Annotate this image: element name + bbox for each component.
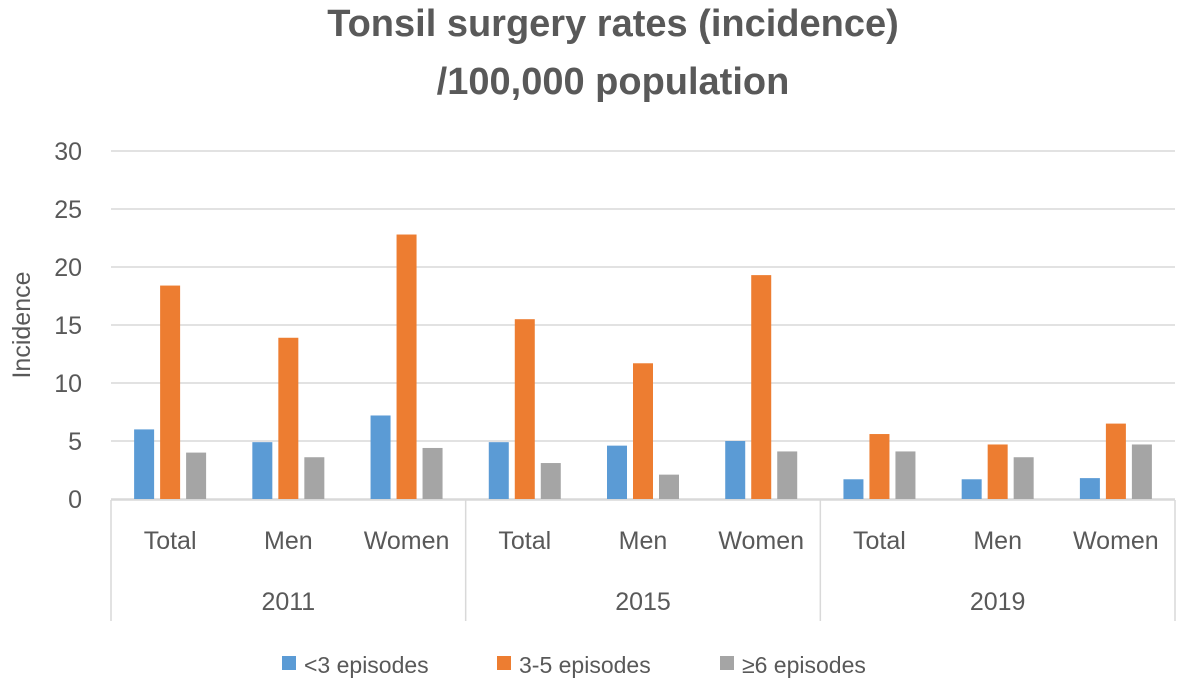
category-label: Total (853, 527, 906, 555)
bar-2-7 (869, 434, 890, 499)
y-tick-label: 5 (68, 428, 82, 456)
bar-2-2 (278, 337, 299, 499)
bar-2-5 (633, 363, 653, 499)
bar-3-2 (304, 457, 325, 499)
chart-title-line-1: Tonsil surgery rates (incidence) (327, 3, 899, 45)
group-label: 2019 (970, 588, 1026, 616)
category-label: Total (144, 527, 197, 555)
legend: <3 episodes 3-5 episodes ≥6 episodes (282, 652, 866, 678)
bar-3-4 (540, 463, 561, 499)
bar-1-7 (843, 479, 864, 499)
legend-label-3: ≥6 episodes (742, 652, 866, 678)
bar-2-1 (160, 285, 181, 499)
y-tick-label: 0 (68, 486, 82, 514)
legend-label-1: <3 episodes (304, 652, 429, 678)
category-label: Men (619, 527, 668, 555)
bar-1-1 (134, 429, 155, 499)
bar-2-3 (396, 234, 417, 499)
legend-swatch-2 (497, 656, 511, 670)
bar-2-4 (514, 319, 535, 499)
bar-1-3 (370, 415, 391, 499)
bars (134, 234, 1152, 499)
category-label: Total (498, 527, 551, 555)
group-label: 2011 (261, 588, 315, 616)
bar-2-6 (751, 275, 772, 499)
bar-3-8 (1013, 457, 1034, 499)
group-label: 2015 (615, 588, 671, 616)
category-label: Men (973, 527, 1022, 555)
y-tick-labels: 0 5 10 15 20 25 30 (54, 138, 82, 514)
bar-1-2 (252, 442, 273, 499)
category-axis: Total Men Women Total Men Women Total Men Women 2… (110, 499, 1176, 621)
bar-3-6 (777, 451, 798, 499)
y-axis-label: Incidence (8, 271, 36, 378)
legend-label-2: 3-5 episodes (519, 652, 651, 678)
y-tick-label: 30 (54, 138, 82, 166)
y-tick-label: 25 (54, 196, 82, 224)
bar-1-4 (488, 442, 509, 499)
legend-swatch-1 (282, 656, 296, 670)
bar-1-9 (1079, 478, 1100, 499)
category-label: Women (718, 527, 804, 555)
bar-1-8 (961, 479, 982, 499)
bar-2-9 (1105, 423, 1126, 499)
y-tick-label: 20 (54, 254, 82, 282)
bar-3-5 (659, 474, 679, 499)
y-tick-label: 10 (54, 370, 82, 398)
legend-swatch-3 (720, 656, 734, 670)
y-tick-label: 15 (54, 312, 82, 340)
category-label: Women (364, 527, 450, 555)
category-label: Women (1073, 527, 1159, 555)
bar-2-8 (987, 444, 1008, 499)
bar-3-7 (895, 451, 916, 499)
bar-3-1 (186, 452, 207, 499)
bar-1-5 (607, 445, 627, 499)
bar-1-6 (725, 441, 746, 499)
bar-3-3 (422, 447, 443, 499)
bar-3-9 (1131, 444, 1152, 499)
category-label: Men (264, 527, 313, 555)
chart-title-line-2: /100,000 population (437, 61, 790, 103)
